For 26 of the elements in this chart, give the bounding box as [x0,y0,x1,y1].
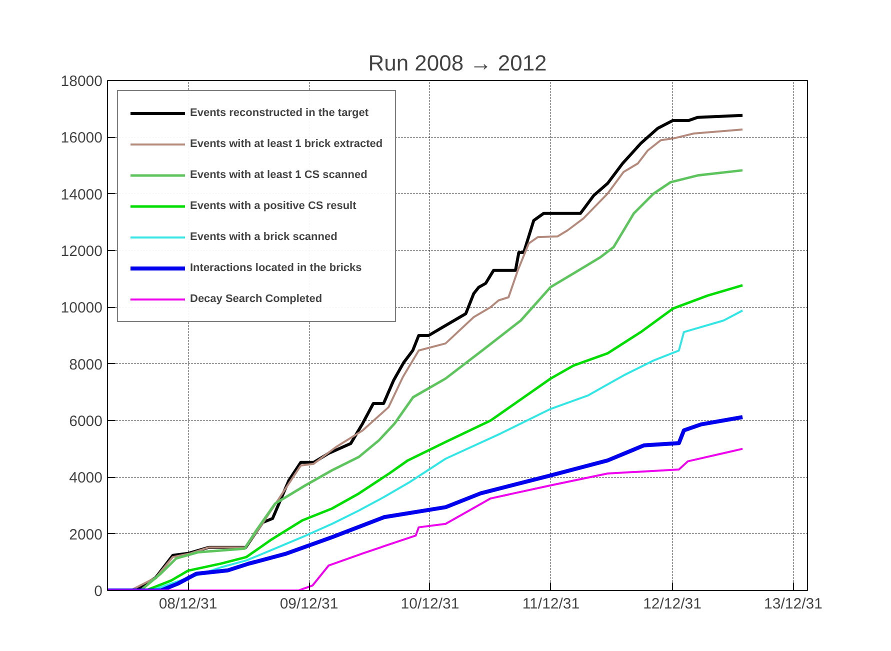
chart-title: Run 2008 → 2012 [368,50,547,76]
x-tick-label: 08/12/31 [158,596,218,612]
legend-label: Events with a positive CS result [190,200,356,212]
y-tick-label: 10000 [60,300,103,317]
x-tick-label: 12/12/31 [643,596,702,612]
y-tick-label: 18000 [60,73,103,90]
x-tick-label: 10/12/31 [400,596,460,612]
legend-label: Events with at least 1 CS scanned [190,169,368,181]
y-tick-label: 8000 [69,356,103,374]
legend-label: Events with a brick scanned [190,231,338,243]
y-tick-label: 6000 [69,413,103,430]
x-tick-label: 13/12/31 [764,596,822,612]
line-series [108,415,745,590]
y-tick-label: 4000 [69,470,103,487]
y-tick-label: 12000 [60,243,103,260]
y-tick-label: 2000 [69,526,103,544]
legend-label: Events with at least 1 brick extracted [190,138,383,150]
y-tick-label: 0 [94,583,102,600]
y-tick-label: 14000 [60,186,103,204]
x-tick-label: 09/12/31 [280,596,338,612]
legend-label: Interactions located in the bricks [190,262,362,274]
legend-label: Decay Search Completed [190,293,322,305]
y-tick-label: 16000 [60,130,103,147]
x-tick-label: 11/12/31 [522,596,580,612]
line-series [108,448,744,590]
legend-label: Events reconstructed in the target [190,107,368,119]
